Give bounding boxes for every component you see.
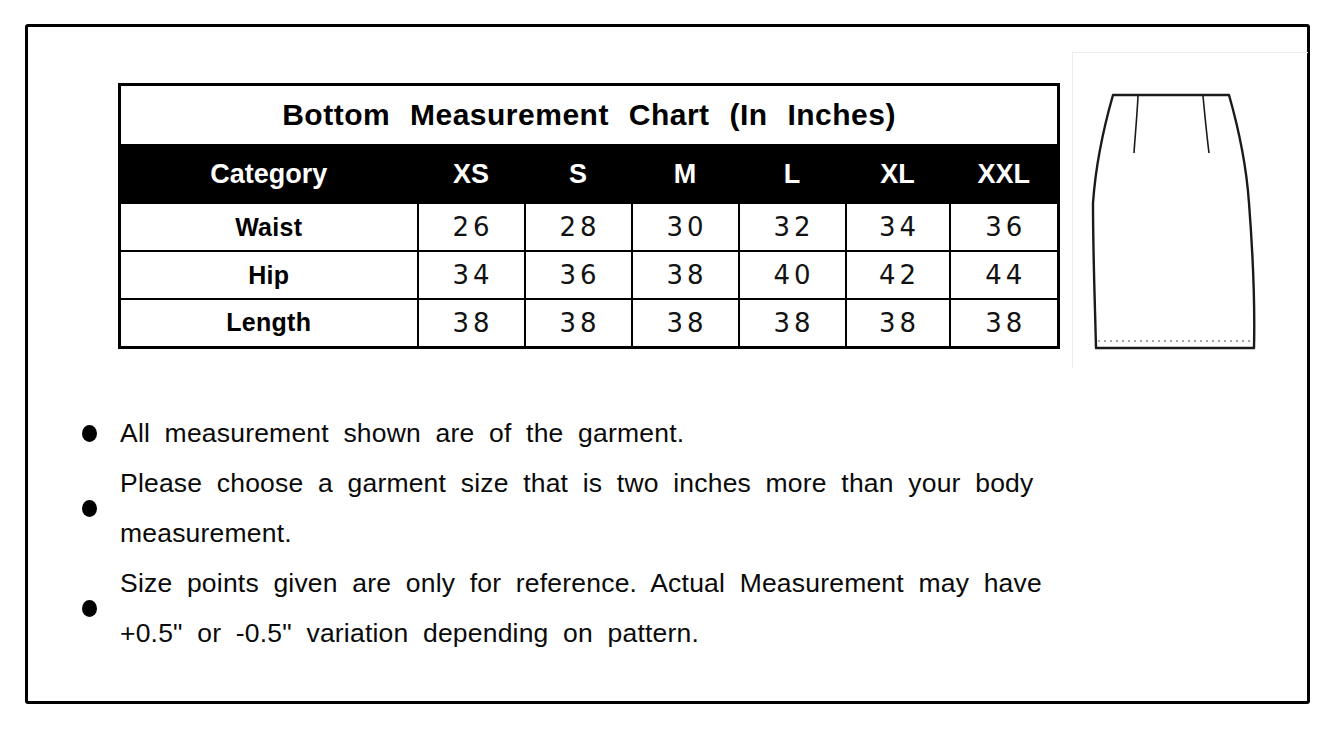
note-text-3: Size points given are only for reference… [120, 558, 1042, 658]
cell-hip-xxl: 44 [950, 251, 1059, 299]
table-row-hip: Hip 34 36 38 40 42 44 [120, 251, 1059, 299]
cell-hip-xl: 42 [846, 251, 950, 299]
cell-hip-s: 36 [525, 251, 632, 299]
header-cell-s: S [525, 145, 632, 203]
row-label-hip: Hip [120, 251, 418, 299]
table-title-row: Bottom Measurement Chart (In Inches) [120, 85, 1059, 146]
header-cell-xxl: XXL [950, 145, 1059, 203]
header-cell-category: Category [120, 145, 418, 203]
cell-waist-xxl: 36 [950, 203, 1059, 251]
cell-length-xxl: 38 [950, 299, 1059, 347]
note-item-1: All measurement shown are of the garment… [82, 408, 1052, 458]
table-title: Bottom Measurement Chart (In Inches) [120, 85, 1059, 146]
size-chart-graphic: Bottom Measurement Chart (In Inches) Cat… [0, 0, 1333, 730]
note-text-2: Please choose a garment size that is two… [120, 458, 1033, 558]
cell-waist-xl: 34 [846, 203, 950, 251]
cell-waist-m: 30 [632, 203, 739, 251]
pencil-skirt-icon [1080, 55, 1270, 365]
note-item-3: Size points given are only for reference… [82, 558, 1052, 658]
table-row-length: Length 38 38 38 38 38 38 [120, 299, 1059, 347]
header-cell-xl: XL [846, 145, 950, 203]
cell-hip-l: 40 [739, 251, 846, 299]
header-cell-xs: XS [418, 145, 525, 203]
bullet-icon [82, 500, 97, 517]
header-cell-l: L [739, 145, 846, 203]
cell-hip-m: 38 [632, 251, 739, 299]
skirt-outline [1093, 95, 1254, 348]
note-item-2: Please choose a garment size that is two… [82, 458, 1052, 558]
cell-waist-s: 28 [525, 203, 632, 251]
bullet-icon [82, 425, 97, 442]
cell-length-m: 38 [632, 299, 739, 347]
row-label-length: Length [120, 299, 418, 347]
cell-length-xl: 38 [846, 299, 950, 347]
notes-list: All measurement shown are of the garment… [82, 408, 1052, 658]
table-row-waist: Waist 26 28 30 32 34 36 [120, 203, 1059, 251]
cell-waist-xs: 26 [418, 203, 525, 251]
cell-hip-xs: 34 [418, 251, 525, 299]
row-label-waist: Waist [120, 203, 418, 251]
measurement-table: Bottom Measurement Chart (In Inches) Cat… [118, 83, 1060, 349]
bullet-icon [82, 600, 97, 617]
note-text-1: All measurement shown are of the garment… [120, 408, 684, 458]
cell-length-xs: 38 [418, 299, 525, 347]
table-header-row: Category XS S M L XL XXL [120, 145, 1059, 203]
cell-length-s: 38 [525, 299, 632, 347]
cell-waist-l: 32 [739, 203, 846, 251]
header-cell-m: M [632, 145, 739, 203]
cell-length-l: 38 [739, 299, 846, 347]
